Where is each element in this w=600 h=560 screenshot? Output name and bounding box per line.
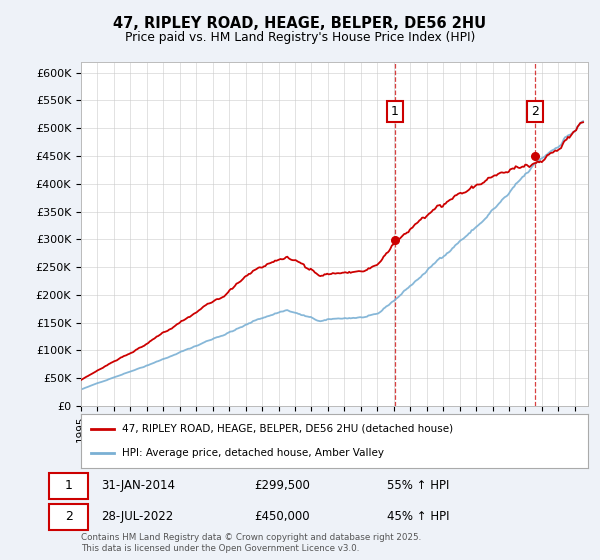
Text: 1: 1 [65, 479, 73, 492]
Text: Contains HM Land Registry data © Crown copyright and database right 2025.
This d: Contains HM Land Registry data © Crown c… [81, 533, 421, 553]
Text: 47, RIPLEY ROAD, HEAGE, BELPER, DE56 2HU: 47, RIPLEY ROAD, HEAGE, BELPER, DE56 2HU [113, 16, 487, 31]
Text: 55% ↑ HPI: 55% ↑ HPI [386, 479, 449, 492]
Text: 1: 1 [391, 105, 399, 118]
FancyBboxPatch shape [49, 473, 88, 498]
Text: 45% ↑ HPI: 45% ↑ HPI [386, 510, 449, 523]
Text: 31-JAN-2014: 31-JAN-2014 [101, 479, 176, 492]
Text: £299,500: £299,500 [254, 479, 311, 492]
Text: Price paid vs. HM Land Registry's House Price Index (HPI): Price paid vs. HM Land Registry's House … [125, 31, 475, 44]
Text: 28-JUL-2022: 28-JUL-2022 [101, 510, 174, 523]
Text: 2: 2 [65, 510, 73, 523]
Text: 47, RIPLEY ROAD, HEAGE, BELPER, DE56 2HU (detached house): 47, RIPLEY ROAD, HEAGE, BELPER, DE56 2HU… [122, 424, 452, 434]
Text: HPI: Average price, detached house, Amber Valley: HPI: Average price, detached house, Ambe… [122, 448, 383, 458]
FancyBboxPatch shape [49, 504, 88, 530]
Text: 2: 2 [531, 105, 539, 118]
Text: £450,000: £450,000 [254, 510, 310, 523]
